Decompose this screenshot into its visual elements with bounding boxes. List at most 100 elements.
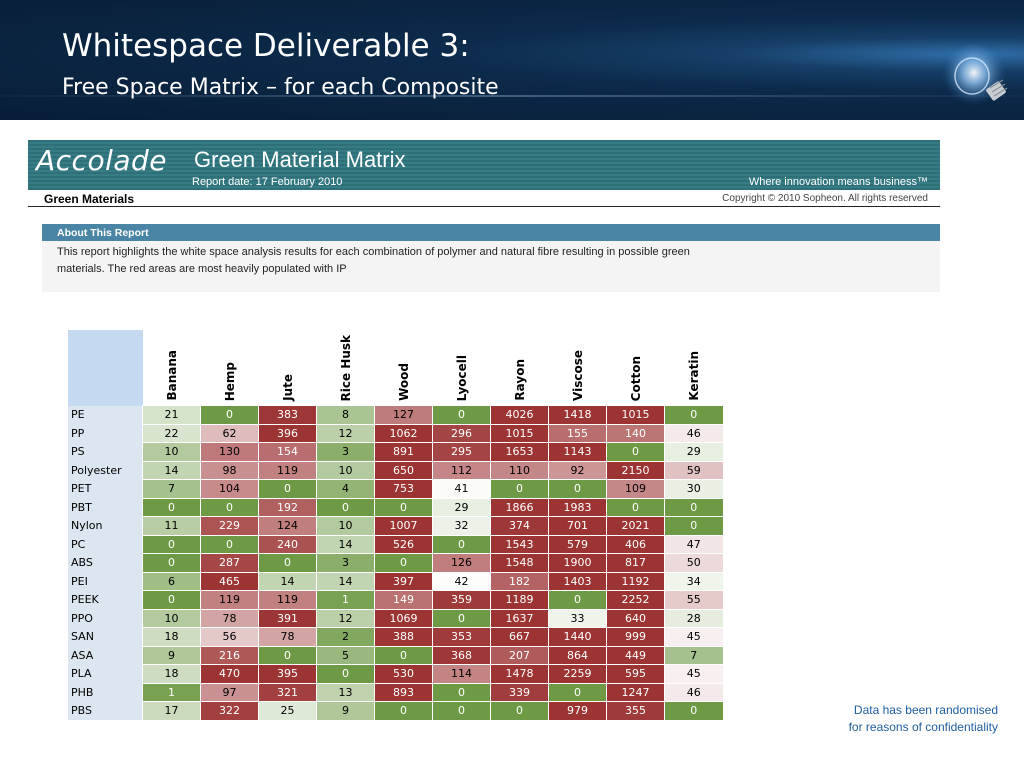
matrix-cell: 1015 [606, 405, 665, 424]
matrix-cell: 296 [432, 423, 491, 443]
matrix-cell: 1548 [490, 553, 549, 572]
slide-subtitle: Free Space Matrix – for each Composite [62, 75, 499, 100]
column-header-label: Banana [164, 350, 179, 401]
matrix-cell: 1543 [490, 534, 549, 554]
matrix-cell: 2 [316, 627, 375, 646]
matrix-cell: 1143 [548, 442, 607, 461]
matrix-cell: 41 [432, 479, 491, 498]
matrix-cell: 21 [142, 405, 201, 424]
matrix-cell: 42 [432, 571, 491, 591]
brand-tagline: Where innovation means business™ [748, 176, 928, 188]
about-header: About This Report [42, 224, 940, 241]
matrix-row: PE 21 0 383 8 127 0 4026 1418 1015 0 [68, 405, 723, 424]
matrix-row: ASA 9 216 0 5 0 368 207 864 449 7 [68, 645, 723, 665]
matrix-cell: 0 [548, 479, 607, 498]
free-space-matrix: Banana Hemp Jute Rice Husk Wood Lyocell Rayon V… [68, 330, 723, 720]
row-header-label: PHB [68, 683, 143, 702]
matrix-cell: 287 [200, 553, 259, 572]
matrix-cell: 59 [664, 460, 723, 480]
row-header-label: PP [68, 424, 143, 443]
matrix-cell: 12 [316, 608, 375, 628]
matrix-cell: 0 [548, 682, 607, 702]
matrix-cell: 0 [374, 553, 433, 572]
matrix-cell: 470 [200, 664, 259, 683]
about-text: This report highlights the white space a… [57, 246, 690, 275]
matrix-row: PP 22 62 396 12 1062 296 1015 155 140 46 [68, 423, 723, 443]
matrix-cell: 32 [432, 516, 491, 535]
matrix-cell: 10 [316, 460, 375, 480]
row-header-label: PEI [68, 572, 143, 591]
matrix-cell: 1015 [490, 423, 549, 443]
matrix-cell: 4 [316, 479, 375, 498]
matrix-cell: 667 [490, 627, 549, 646]
matrix-cell: 216 [200, 645, 259, 665]
matrix-cell: 6 [142, 571, 201, 591]
matrix-cell: 0 [258, 553, 317, 572]
matrix-cell: 140 [606, 423, 665, 443]
column-header-label: Viscose [570, 350, 585, 401]
matrix-cell: 2150 [606, 460, 665, 480]
matrix-cell: 119 [258, 460, 317, 480]
matrix-cell: 0 [142, 590, 201, 609]
matrix-cell: 891 [374, 442, 433, 461]
matrix-cell: 406 [606, 534, 665, 554]
matrix-cell: 1403 [548, 571, 607, 591]
column-header: Rice Husk [316, 330, 375, 406]
matrix-cell: 78 [200, 608, 259, 628]
matrix-cell: 0 [432, 682, 491, 702]
section-divider [28, 206, 940, 207]
matrix-cell: 374 [490, 516, 549, 535]
report-date: Report date: 17 February 2010 [192, 176, 343, 188]
matrix-cell: 1192 [606, 571, 665, 591]
confidentiality-note: Data has been randomised for reasons of … [849, 702, 998, 736]
matrix-cell: 650 [374, 460, 433, 480]
column-header: Hemp [200, 330, 259, 406]
matrix-row: PBT 0 0 192 0 0 29 1866 1983 0 0 [68, 497, 723, 517]
matrix-cell: 449 [606, 645, 665, 665]
matrix-row: PS 10 130 154 3 891 295 1653 1143 0 29 [68, 442, 723, 461]
matrix-cell: 339 [490, 682, 549, 702]
matrix-cell: 0 [432, 405, 491, 424]
matrix-cell: 28 [664, 608, 723, 628]
row-header-label: PBT [68, 498, 143, 517]
matrix-cell: 355 [606, 701, 665, 720]
matrix-cell: 359 [432, 590, 491, 609]
column-header: Rayon [490, 330, 549, 406]
slide-header: Whitespace Deliverable 3: Free Space Mat… [0, 0, 1024, 120]
matrix-header-row: Banana Hemp Jute Rice Husk Wood Lyocell Rayon V… [68, 330, 723, 406]
matrix-cell: 207 [490, 645, 549, 665]
matrix-cell: 149 [374, 590, 433, 609]
matrix-cell: 229 [200, 516, 259, 535]
matrix-cell: 1007 [374, 516, 433, 535]
row-header-label: ABS [68, 553, 143, 572]
matrix-cell: 0 [606, 497, 665, 517]
footnote-line-1: Data has been randomised [853, 703, 998, 717]
matrix-cell: 29 [432, 497, 491, 517]
matrix-row: PLA 18 470 395 0 530 114 1478 2259 595 45 [68, 664, 723, 683]
matrix-row: PC 0 0 240 14 526 0 1543 579 406 47 [68, 534, 723, 554]
matrix-cell: 14 [316, 534, 375, 554]
matrix-cell: 817 [606, 553, 665, 572]
matrix-cell: 46 [664, 682, 723, 702]
matrix-row: PPO 10 78 391 12 1069 0 1637 33 640 28 [68, 608, 723, 628]
matrix-cell: 55 [664, 590, 723, 609]
slide-title: Whitespace Deliverable 3: [62, 28, 470, 64]
column-header-label: Wood [396, 363, 411, 401]
matrix-cell: 155 [548, 423, 607, 443]
matrix-cell: 0 [200, 497, 259, 517]
matrix-cell: 92 [548, 460, 607, 480]
matrix-cell: 530 [374, 664, 433, 683]
column-header: Cotton [606, 330, 665, 406]
report-banner: Accolade Green Material Matrix Report da… [28, 140, 940, 190]
column-header: Keratin [664, 330, 723, 406]
matrix-cell: 114 [432, 664, 491, 683]
matrix-cell: 0 [200, 534, 259, 554]
matrix-cell: 45 [664, 627, 723, 646]
matrix-cell: 192 [258, 497, 317, 517]
matrix-cell: 8 [316, 405, 375, 424]
matrix-cell: 753 [374, 479, 433, 498]
lightbulb-icon [942, 44, 1008, 108]
matrix-cell: 1418 [548, 405, 607, 424]
matrix-cell: 465 [200, 571, 259, 591]
matrix-cell: 14 [142, 460, 201, 480]
